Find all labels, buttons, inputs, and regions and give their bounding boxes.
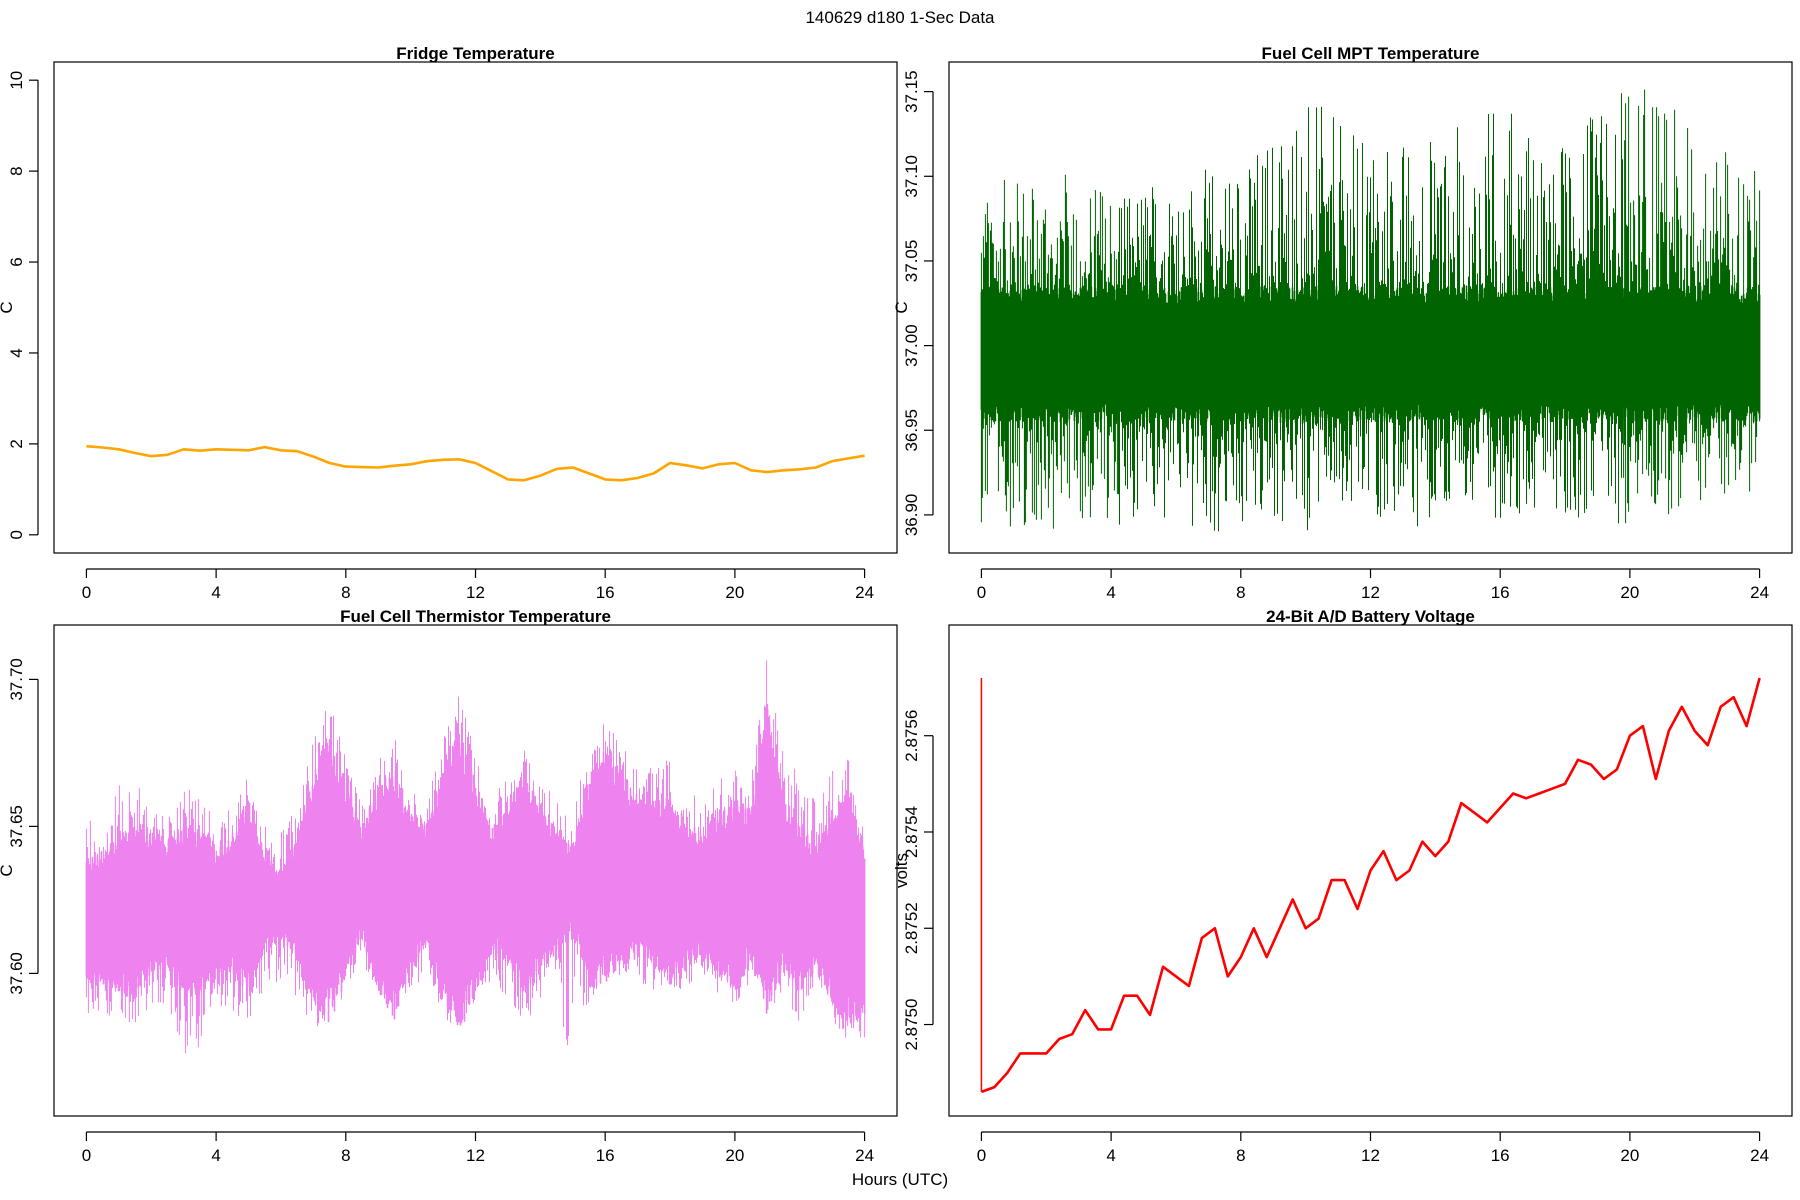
x-tick-label: 24: [1750, 1146, 1769, 1165]
y-tick-label: 2.8754: [902, 806, 921, 858]
x-tick-label: 0: [82, 1146, 91, 1165]
y-tick-label: 0: [7, 530, 26, 539]
figure-title: 140629 d180 1-Sec Data: [805, 8, 995, 27]
series-group: [980, 677, 1761, 1094]
y-tick-label: 37.00: [902, 324, 921, 367]
y-tick-label: 10: [7, 71, 26, 90]
x-tick-label: 16: [1491, 1146, 1510, 1165]
y-tick-label: 37.60: [7, 952, 26, 995]
y-axis-label: C: [0, 864, 16, 876]
x-tick-label: 8: [1236, 583, 1245, 602]
x-tick-label: 4: [1106, 1146, 1115, 1165]
y-tick-label: 37.10: [902, 155, 921, 198]
x-tick-label: 12: [1361, 583, 1380, 602]
x-tick-label: 12: [466, 1146, 485, 1165]
plot-frame: [948, 624, 1793, 1117]
chart-title: 24-Bit A/D Battery Voltage: [1266, 607, 1475, 626]
figure-x-axis-label: Hours (UTC): [852, 1170, 948, 1189]
chart-panel-3: Fuel Cell Thermistor Temperature 0 4 8 12 16 2…: [0, 607, 898, 1165]
y-tick-label: 37.15: [902, 70, 921, 113]
y-tick-label: 2.8756: [902, 710, 921, 762]
x-tick-label: 8: [341, 1146, 350, 1165]
plot-frame: [53, 624, 898, 1117]
x-tick-label: 24: [855, 583, 874, 602]
series-group: [85, 660, 866, 1054]
y-tick-label: 2.8750: [902, 999, 921, 1051]
x-tick-label: 12: [466, 583, 485, 602]
x-tick-label: 4: [211, 1146, 220, 1165]
series-line: [86, 444, 865, 482]
chart-panel-4: 24-Bit A/D Battery Voltage 0 4 8 12 16 20 24 2.8…: [892, 607, 1793, 1165]
chart-title: Fuel Cell MPT Temperature: [1262, 44, 1480, 63]
series-group: [86, 444, 865, 482]
y-tick-label: 37.70: [7, 658, 26, 701]
y-axis-label: C: [892, 301, 911, 313]
y-tick-label: 8: [7, 166, 26, 175]
x-tick-label: 16: [596, 583, 615, 602]
y-tick-label: 36.95: [902, 409, 921, 452]
x-tick-label: 8: [1236, 1146, 1245, 1165]
plot-frame: [53, 61, 898, 554]
y-tick-label: 6: [7, 257, 26, 266]
x-tick-label: 8: [341, 583, 350, 602]
y-tick-label: 37.05: [902, 240, 921, 283]
x-tick-label: 0: [977, 1146, 986, 1165]
y-tick-label: 37.65: [7, 805, 26, 848]
y-tick-label: 2: [7, 439, 26, 448]
x-tick-label: 24: [855, 1146, 874, 1165]
series-noise-band: [980, 284, 1761, 424]
x-tick-label: 16: [1491, 583, 1510, 602]
x-tick-label: 0: [977, 583, 986, 602]
series-group: [980, 89, 1761, 532]
x-tick-label: 0: [82, 583, 91, 602]
x-tick-label: 12: [1361, 1146, 1380, 1165]
x-tick-label: 20: [1620, 1146, 1639, 1165]
x-tick-label: 4: [211, 583, 220, 602]
x-tick-label: 4: [1106, 583, 1115, 602]
y-axis-label: volts: [892, 853, 911, 888]
y-tick-label: 4: [7, 348, 26, 357]
chart-panel-1: Fridge Temperature048121620240246810C: [0, 44, 898, 602]
y-axis-label: C: [0, 301, 16, 313]
chart-title: Fuel Cell Thermistor Temperature: [340, 607, 611, 626]
y-tick-label: 2.8752: [902, 902, 921, 954]
chart-title: Fridge Temperature: [396, 44, 554, 63]
y-tick-label: 36.90: [902, 494, 921, 537]
series-line: [980, 677, 1761, 1094]
x-tick-label: 20: [725, 583, 744, 602]
x-tick-label: 16: [596, 1146, 615, 1165]
x-tick-label: 20: [725, 1146, 744, 1165]
x-tick-label: 24: [1750, 583, 1769, 602]
x-tick-label: 20: [1620, 583, 1639, 602]
series-noise-band: [85, 709, 866, 1026]
chart-panel-2: Fuel Cell MPT Temperature 0 4 8 12 16 20 24 36.9…: [892, 44, 1793, 602]
plot-frame: [948, 61, 1793, 554]
